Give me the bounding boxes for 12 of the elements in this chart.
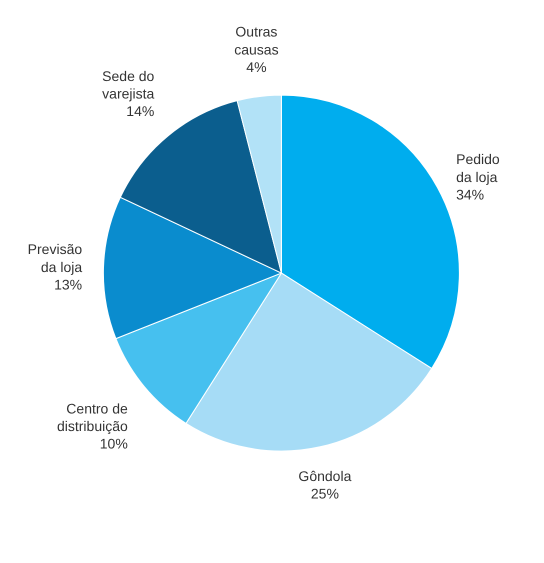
data-label: 34% (456, 186, 484, 202)
data-label: 4% (246, 58, 267, 75)
slice-label: Outras causas (234, 24, 279, 58)
data-label: 25% (310, 486, 339, 502)
slice-label: Centro de distribuição (56, 400, 128, 434)
slice-label: Previsão da loja (28, 241, 82, 275)
data-label: 14% (126, 103, 154, 120)
slice-label: Sede do varejista (102, 68, 155, 102)
slice-label: Gôndola (298, 468, 352, 484)
data-label: 10% (100, 436, 128, 452)
slice-label: Pedido da loja (456, 151, 500, 185)
data-label: 13% (54, 276, 82, 292)
